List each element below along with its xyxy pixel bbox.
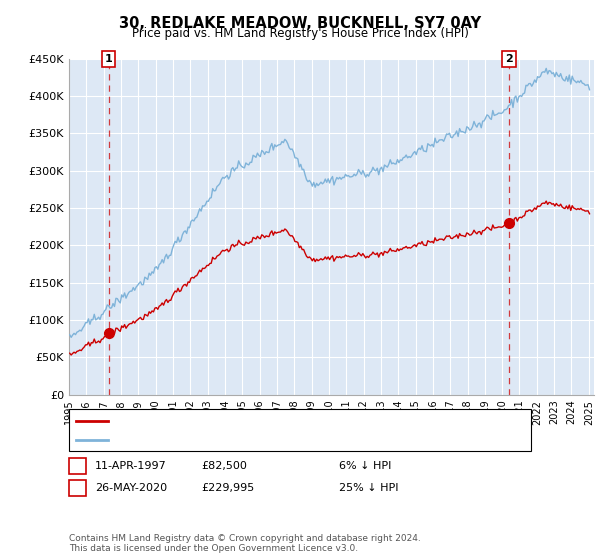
Text: 6% ↓ HPI: 6% ↓ HPI — [339, 461, 391, 471]
Text: 30, REDLAKE MEADOW, BUCKNELL, SY7 0AY (detached house): 30, REDLAKE MEADOW, BUCKNELL, SY7 0AY (d… — [113, 416, 437, 426]
Text: £82,500: £82,500 — [201, 461, 247, 471]
Text: 2: 2 — [505, 54, 513, 64]
Text: 30, REDLAKE MEADOW, BUCKNELL, SY7 0AY: 30, REDLAKE MEADOW, BUCKNELL, SY7 0AY — [119, 16, 481, 31]
Text: 11-APR-1997: 11-APR-1997 — [95, 461, 167, 471]
Text: 25% ↓ HPI: 25% ↓ HPI — [339, 483, 398, 493]
Text: 1: 1 — [104, 54, 112, 64]
Text: HPI: Average price, detached house, Shropshire: HPI: Average price, detached house, Shro… — [113, 435, 362, 445]
Text: 1: 1 — [74, 461, 81, 471]
Text: 2: 2 — [74, 483, 81, 493]
Text: £229,995: £229,995 — [201, 483, 254, 493]
Text: 26-MAY-2020: 26-MAY-2020 — [95, 483, 167, 493]
Text: Price paid vs. HM Land Registry's House Price Index (HPI): Price paid vs. HM Land Registry's House … — [131, 27, 469, 40]
Text: Contains HM Land Registry data © Crown copyright and database right 2024.
This d: Contains HM Land Registry data © Crown c… — [69, 534, 421, 553]
